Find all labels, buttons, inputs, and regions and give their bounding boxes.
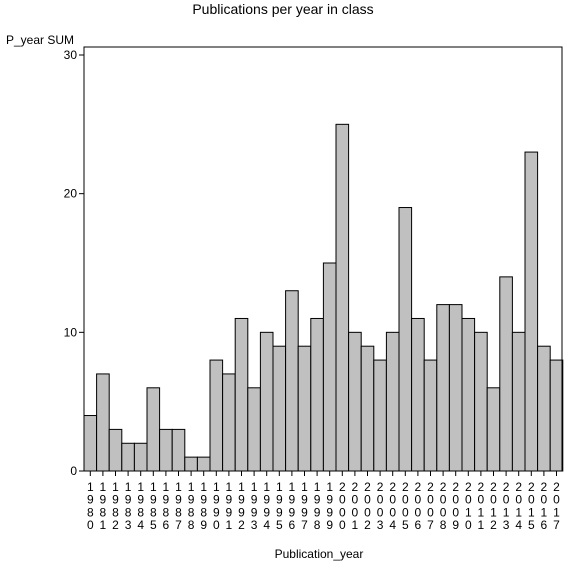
- bar-1986: [159, 428, 173, 472]
- y-axis-label: P_year SUM: [6, 33, 74, 47]
- bar-1996: [285, 290, 299, 472]
- bar-1999: [322, 262, 337, 472]
- y-tick-label: 30: [64, 48, 78, 62]
- bar-1982: [108, 428, 123, 472]
- bar-1984: [133, 442, 148, 472]
- bar-2014: [511, 331, 526, 472]
- chart-title: Publications per year in class: [192, 1, 373, 17]
- bar-2006: [411, 317, 425, 472]
- bar-2009: [448, 304, 463, 472]
- bar-1992: [234, 317, 249, 472]
- bar-1987: [171, 428, 186, 472]
- bar-1981: [96, 373, 110, 472]
- bar-2005: [398, 207, 413, 472]
- bar-2004: [385, 331, 400, 472]
- bar-1991: [222, 373, 236, 472]
- y-tick-label: 10: [64, 325, 78, 339]
- y-tick-label: 0: [70, 464, 77, 478]
- bar-2015: [524, 151, 539, 472]
- bar-1997: [297, 345, 312, 472]
- bar-2003: [373, 359, 387, 472]
- bar-2012: [486, 387, 501, 472]
- x-axis-label: Publication_year: [275, 547, 364, 561]
- bar-2001: [348, 331, 362, 472]
- bar-1989: [196, 456, 211, 472]
- bar-1998: [310, 317, 324, 472]
- y-tick-label: 20: [64, 187, 78, 201]
- y-axis: 0 10 20 30: [64, 48, 84, 478]
- bar-2000: [335, 123, 350, 472]
- bar-2007: [423, 359, 438, 472]
- bar-1993: [247, 387, 261, 472]
- x-axis: 1 9 8 0 1 9 8 1 1 9 8 2 1 9 8 3 1 9 8 4 1 9 8 5 1 9 8 6 1 9 8 7 1 9 8 8 1 9 8 9…: [87, 471, 560, 532]
- bar-2017: [549, 359, 564, 472]
- bar-2016: [537, 345, 551, 472]
- bar-1995: [272, 345, 287, 472]
- plot-frame: [83, 46, 563, 472]
- bar-1990: [209, 359, 224, 472]
- bars-group: [83, 123, 564, 472]
- bar-2008: [436, 304, 450, 472]
- bar-1985: [146, 387, 161, 472]
- bar-2013: [499, 276, 513, 472]
- bar-2002: [360, 345, 375, 472]
- bar-2011: [474, 331, 488, 472]
- bar-1980: [83, 415, 98, 472]
- bar-1994: [259, 331, 274, 472]
- bar-1988: [184, 456, 198, 472]
- bar-1983: [121, 442, 135, 472]
- bar-2010: [461, 317, 476, 472]
